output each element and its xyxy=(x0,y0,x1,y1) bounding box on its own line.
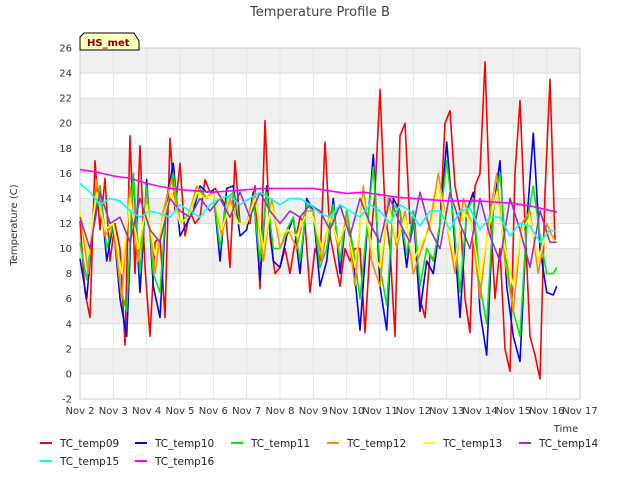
x-tick-label: Nov 10 xyxy=(329,406,364,417)
y-tick-label: -2 xyxy=(62,395,72,406)
legend-label: TC_temp14 xyxy=(538,438,599,450)
grid-band xyxy=(80,73,580,99)
grid-band xyxy=(80,373,580,399)
x-tick-label: Nov 8 xyxy=(265,406,294,417)
x-tick-label: Nov 14 xyxy=(462,406,497,417)
badge-box xyxy=(79,32,140,51)
x-tick-label: Nov 3 xyxy=(99,406,128,417)
y-tick-label: 6 xyxy=(66,294,72,305)
y-tick-label: 14 xyxy=(59,194,72,205)
x-tick-label: Nov 15 xyxy=(496,406,531,417)
grid-band xyxy=(80,123,580,149)
x-tick-label: Nov 12 xyxy=(396,406,431,417)
grid-band xyxy=(80,348,580,374)
legend-label: TC_temp12 xyxy=(346,438,406,450)
grid-band xyxy=(80,98,580,124)
y-tick-label: 4 xyxy=(66,319,72,330)
y-tick-label: 10 xyxy=(59,244,72,255)
legend-label: TC_temp11 xyxy=(250,438,310,450)
grid-band xyxy=(80,323,580,349)
y-tick-label: 16 xyxy=(59,169,72,180)
legend-label: TC_temp16 xyxy=(154,456,215,468)
series-layer xyxy=(79,60,558,380)
x-tick-label: Nov 7 xyxy=(232,406,261,417)
x-tick-label: Nov 9 xyxy=(299,406,328,417)
grid-band xyxy=(80,48,580,74)
grid-band xyxy=(80,148,580,174)
series-line-tc-temp15 xyxy=(79,182,557,244)
x-tick-label: Nov 6 xyxy=(199,406,228,417)
legend-label: TC_temp09 xyxy=(59,438,119,450)
series-line-tc-temp16 xyxy=(79,168,557,213)
x-axis-label: Time xyxy=(553,424,578,435)
x-tick-label: Nov 13 xyxy=(429,406,464,417)
y-tick-label: 12 xyxy=(59,219,72,230)
series-line-tc-temp13 xyxy=(79,185,556,288)
chart-title: Temperature Profile B xyxy=(249,5,390,20)
series-line-tc-temp11 xyxy=(79,160,558,338)
legend-label: TC_temp13 xyxy=(442,438,502,450)
x-tick-label: Nov 2 xyxy=(65,406,94,417)
y-tick-label: 2 xyxy=(66,344,72,355)
x-tick-label: Nov 16 xyxy=(529,406,564,417)
legend: TC_temp09 TC_temp10 TC_temp11 TC_temp12 TC_t… xyxy=(40,438,599,468)
x-tick-label: Nov 5 xyxy=(165,406,194,417)
grid-band xyxy=(80,298,580,324)
y-tick-label: 26 xyxy=(59,44,72,55)
station-badge: HS_met xyxy=(79,32,140,51)
badge-text: HS_met xyxy=(87,38,130,49)
y-tick-label: 24 xyxy=(59,69,72,80)
x-tick-label: Nov 17 xyxy=(562,406,597,417)
series-line-tc-temp10 xyxy=(79,132,558,363)
y-tick-label: 18 xyxy=(59,144,72,155)
y-axis-label: Temperature (C) xyxy=(9,184,20,266)
y-tick-label: 0 xyxy=(66,369,72,380)
y-tick-label: 22 xyxy=(59,94,72,105)
x-tick-label: Nov 4 xyxy=(132,406,161,417)
series-line-tc-temp14 xyxy=(79,191,557,269)
legend-label: TC_temp15 xyxy=(59,456,119,468)
y-tick-label: 8 xyxy=(66,269,72,280)
x-tick-label: Nov 11 xyxy=(362,406,397,417)
legend-label: TC_temp10 xyxy=(154,438,214,450)
x-tick-labels: Nov 2 Nov 3 Nov 4 Nov 5 Nov 6 Nov 7 Nov 8 Nov 9… xyxy=(65,406,597,417)
y-tick-label: 20 xyxy=(59,119,72,130)
